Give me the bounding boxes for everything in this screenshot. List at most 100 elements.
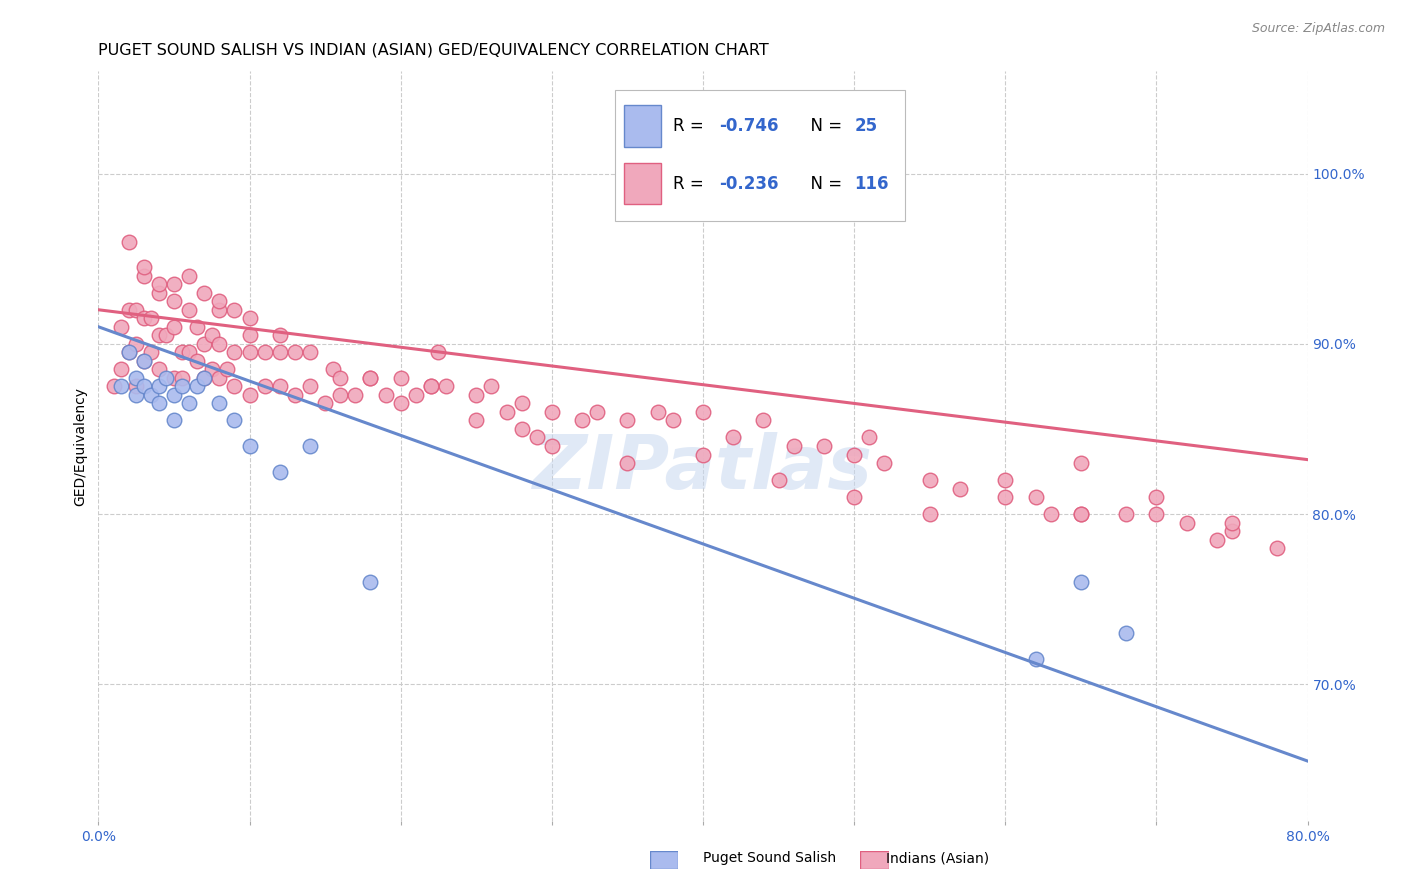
Point [239, 345, 262, 359]
FancyBboxPatch shape [624, 163, 661, 204]
Point [253, 379, 276, 393]
Point [314, 396, 336, 410]
Text: Source: ZipAtlas.com: Source: ZipAtlas.com [1251, 22, 1385, 36]
Point [1070, 456, 1092, 470]
Point [163, 388, 186, 402]
Point [186, 319, 208, 334]
Point [389, 396, 412, 410]
Point [284, 388, 307, 402]
Point [994, 473, 1017, 487]
Point [465, 413, 488, 427]
Text: PUGET SOUND SALISH VS INDIAN (ASIAN) GED/EQUIVALENCY CORRELATION CHART: PUGET SOUND SALISH VS INDIAN (ASIAN) GED… [98, 43, 769, 58]
Point [661, 413, 683, 427]
Point [692, 405, 714, 419]
Point [389, 371, 412, 385]
Point [752, 413, 775, 427]
Point [253, 345, 276, 359]
Point [215, 362, 238, 376]
Point [374, 388, 396, 402]
Point [110, 362, 132, 376]
Point [540, 405, 562, 419]
Point [170, 371, 193, 385]
Point [239, 311, 262, 326]
Point [510, 422, 533, 436]
Point [163, 319, 186, 334]
Point [768, 473, 790, 487]
Point [118, 235, 141, 249]
Point [193, 285, 215, 300]
Point [193, 371, 215, 385]
Point [322, 362, 344, 376]
Point [360, 371, 382, 385]
Point [1175, 516, 1198, 530]
Point [1144, 490, 1167, 504]
FancyBboxPatch shape [614, 90, 905, 221]
Point [844, 448, 866, 462]
Point [571, 413, 593, 427]
Text: N =: N = [800, 175, 846, 193]
Point [118, 302, 141, 317]
Text: R =: R = [672, 117, 709, 135]
Point [616, 456, 638, 470]
Point [918, 507, 941, 521]
Point [1070, 507, 1092, 521]
Point [163, 371, 186, 385]
Point [269, 379, 291, 393]
Point [179, 302, 201, 317]
Point [155, 328, 177, 343]
Point [1267, 541, 1289, 556]
Point [616, 413, 638, 427]
Point [495, 405, 517, 419]
Point [132, 311, 155, 326]
Point [434, 379, 457, 393]
Point [994, 490, 1017, 504]
Point [284, 345, 307, 359]
Point [125, 388, 148, 402]
Point [723, 430, 745, 444]
Point [465, 388, 488, 402]
Point [148, 277, 170, 292]
Point [1070, 507, 1092, 521]
Point [125, 336, 148, 351]
Point [224, 345, 246, 359]
Point [208, 302, 231, 317]
Point [427, 345, 450, 359]
Point [125, 379, 148, 393]
Point [299, 379, 322, 393]
Point [420, 379, 443, 393]
Point [526, 430, 548, 444]
Point [201, 328, 224, 343]
Text: 25: 25 [855, 117, 877, 135]
Point [299, 439, 322, 453]
Point [1220, 516, 1243, 530]
Point [1024, 490, 1046, 504]
Point [141, 388, 163, 402]
Point [125, 302, 148, 317]
Point [163, 294, 186, 309]
Point [179, 345, 201, 359]
Point [155, 371, 177, 385]
Point [844, 490, 866, 504]
Point [132, 354, 155, 368]
Point [170, 345, 193, 359]
Point [103, 379, 125, 393]
Point [344, 388, 367, 402]
Point [224, 302, 246, 317]
Point [118, 345, 141, 359]
Point [148, 396, 170, 410]
Point [186, 379, 208, 393]
Point [540, 439, 562, 453]
Point [269, 328, 291, 343]
Point [141, 311, 163, 326]
Point [132, 379, 155, 393]
Point [132, 268, 155, 283]
Point [125, 371, 148, 385]
Point [1115, 507, 1137, 521]
Point [1024, 652, 1046, 666]
Point [163, 413, 186, 427]
Point [132, 354, 155, 368]
Point [405, 388, 427, 402]
Point [239, 328, 262, 343]
Point [360, 575, 382, 590]
Point [692, 448, 714, 462]
